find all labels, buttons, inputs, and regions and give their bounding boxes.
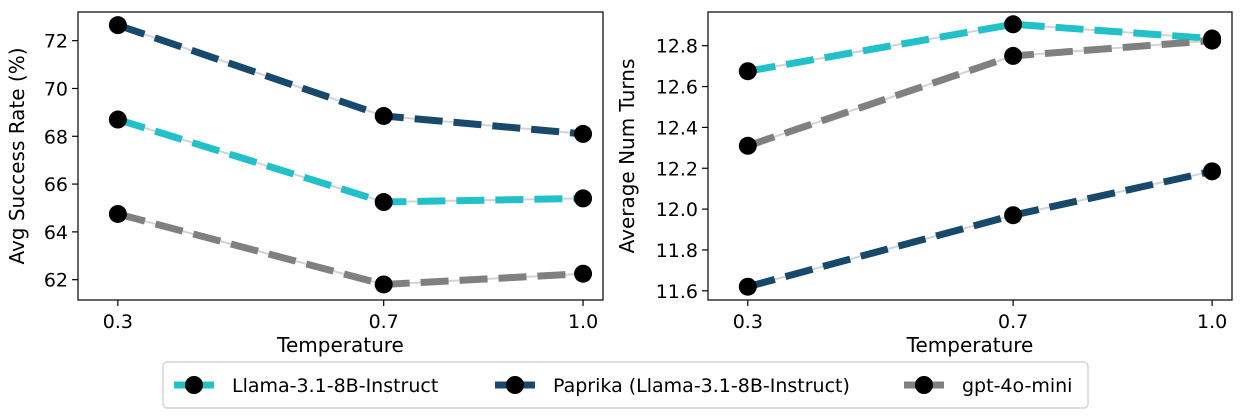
x-tick-label: 1.0 — [568, 311, 598, 333]
y-tick-label: 64 — [44, 222, 68, 244]
data-point — [574, 124, 593, 143]
x-tick-label: 0.3 — [103, 311, 133, 333]
y-axis-label: Average Num Turns — [615, 59, 639, 254]
data-point — [374, 193, 393, 212]
legend-label: gpt-4o-mini — [962, 375, 1072, 397]
num-turns-chart: 11.6 11.8 12.0 12.2 12.4 12.6 12.8 0.3 0.7 1.0 Tem… — [615, 11, 1233, 357]
data-point — [738, 277, 757, 296]
x-axis-label: Temperature — [906, 333, 1034, 357]
y-tick-label: 11.8 — [656, 240, 698, 262]
y-tick-label: 12.2 — [656, 158, 698, 180]
y-tick-label: 62 — [44, 270, 68, 292]
legend-entry-gpt-4o-mini: gpt-4o-mini — [904, 375, 1072, 397]
x-tick-label: 0.3 — [733, 311, 763, 333]
data-point — [1004, 46, 1023, 65]
series-line — [746, 37, 1213, 150]
y-tick-label: 12.6 — [656, 77, 698, 99]
series-paprika-llama-3-1-8b-instruct — [108, 16, 593, 143]
success-rate-chart: 62 64 66 68 70 72 0.3 0.7 1.0 Temperature Avg Succ… — [5, 11, 604, 357]
y-tick-label: 11.6 — [656, 281, 698, 303]
data-point — [1004, 206, 1023, 225]
data-point — [1203, 31, 1222, 50]
data-point — [1203, 162, 1222, 181]
series-gpt-4o-mini — [108, 204, 593, 294]
series-line — [747, 20, 1213, 75]
series-underline — [747, 39, 1213, 147]
legend-label: Llama-3.1-8B-Instruct — [232, 375, 438, 397]
data-point — [574, 264, 593, 283]
x-tick-label: 1.0 — [1197, 311, 1227, 333]
series-paprika-llama-3-1-8b-instruct — [738, 162, 1222, 296]
data-point — [738, 62, 757, 81]
series-line — [116, 116, 584, 206]
legend-marker — [185, 376, 203, 394]
legend-marker — [506, 376, 524, 394]
legend-frame — [162, 361, 1089, 409]
y-tick-label: 68 — [44, 126, 68, 148]
series-line — [746, 167, 1213, 291]
data-point — [1004, 15, 1023, 34]
data-point — [374, 275, 393, 294]
y-tick-label: 66 — [44, 174, 68, 196]
series-underline — [117, 24, 584, 135]
legend-marker — [915, 376, 933, 394]
series-line — [116, 21, 584, 138]
legend-entry-paprika-llama-3-1-8b-instruct: Paprika (Llama-3.1-8B-Instruct) — [495, 375, 850, 397]
legend-label: Paprika (Llama-3.1-8B-Instruct) — [553, 375, 850, 397]
series-line — [116, 210, 584, 288]
legend-entry-llama-3-1-8b-instruct: Llama-3.1-8B-Instruct — [174, 375, 438, 397]
data-point — [574, 189, 593, 208]
y-tick-label: 12.4 — [656, 117, 698, 139]
y-tick-label: 70 — [44, 78, 68, 100]
data-point — [108, 110, 127, 129]
plot-frame — [77, 11, 604, 301]
series-gpt-4o-mini — [738, 31, 1222, 155]
series-llama-3-1-8b-instruct — [108, 110, 593, 212]
legend: Llama-3.1-8B-Instruct Paprika (Llama-3.1-… — [162, 361, 1089, 409]
y-tick-label: 72 — [44, 31, 68, 53]
data-point — [374, 106, 393, 125]
x-tick-label: 0.7 — [369, 311, 399, 333]
data-point — [108, 204, 127, 223]
y-axis-label: Avg Success Rate (%) — [5, 47, 29, 264]
plot-frame — [707, 11, 1233, 301]
x-tick-label: 0.7 — [998, 311, 1028, 333]
y-tick-label: 12.8 — [656, 36, 698, 58]
x-axis-label: Temperature — [276, 333, 404, 357]
data-point — [738, 136, 757, 155]
data-point — [108, 16, 127, 35]
y-tick-label: 12.0 — [656, 199, 698, 221]
